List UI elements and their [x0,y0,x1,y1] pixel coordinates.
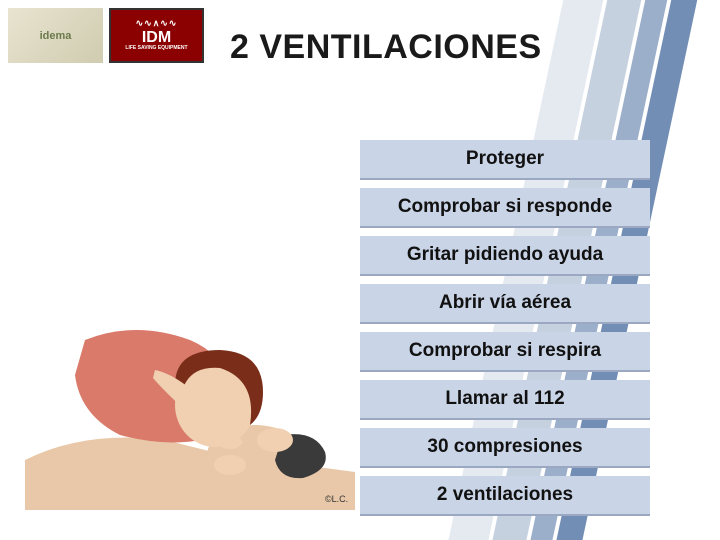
step-item: Llamar al 112 [360,380,650,420]
step-item: 2 ventilaciones [360,476,650,516]
logo-idm: ∿∿∧∿∿ IDM LIFE SAVING EQUIPMENT [109,8,204,63]
step-item: Comprobar si respira [360,332,650,372]
slide: idema ∿∿∧∿∿ IDM LIFE SAVING EQUIPMENT 2 … [0,0,720,540]
logo-idema-text: idema [40,30,72,42]
logo-idm-ecg: ∿∿∧∿∿ [125,19,187,29]
logo-area: idema ∿∿∧∿∿ IDM LIFE SAVING EQUIPMENT [8,8,204,63]
slide-title: 2 VENTILACIONES [230,28,542,67]
step-item: Proteger [360,140,650,180]
steps-list: Proteger Comprobar si responde Gritar pi… [360,140,650,516]
step-item: 30 compresiones [360,428,650,468]
logo-idema: idema [8,8,103,63]
step-item: Comprobar si responde [360,188,650,228]
rescue-breathing-illustration: ©L.C. [25,280,355,510]
logo-idm-line2: LIFE SAVING EQUIPMENT [125,46,187,52]
illustration-credit: ©L.C. [325,494,348,504]
step-item: Abrir vía aérea [360,284,650,324]
step-item: Gritar pidiendo ayuda [360,236,650,276]
logo-idm-line1: IDM [125,29,187,47]
